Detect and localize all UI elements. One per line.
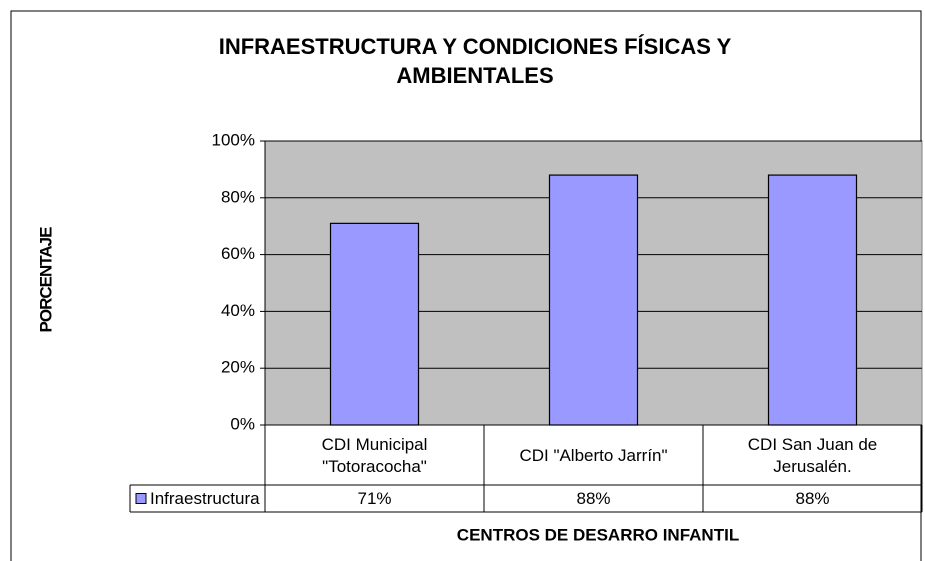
x-tick-label: CDI San Juan de Jerusalén.	[747, 435, 878, 476]
data-table-value: 71%	[357, 489, 391, 508]
x-axis-title: CENTROS DE DESARRO INFANTIL	[457, 525, 739, 544]
y-tick-label: 100%	[212, 130, 255, 149]
data-table-value: 88%	[795, 489, 829, 508]
x-tick-label: CDI "Alberto Jarrín"	[519, 446, 668, 465]
y-tick-label: 0%	[230, 414, 255, 433]
y-tick-label: 40%	[221, 301, 255, 320]
y-tick-label: 20%	[221, 358, 255, 377]
bar	[767, 174, 858, 426]
bar	[329, 222, 420, 426]
y-tick-label: 60%	[221, 244, 255, 263]
bar	[548, 174, 639, 426]
y-axis-title: PORCENTAJE	[36, 227, 55, 333]
chart-title: INFRAESTRUCTURA Y CONDICIONES FÍSICAS Y …	[218, 34, 732, 88]
y-tick-label: 80%	[221, 187, 255, 206]
legend-label: Infraestructura	[150, 489, 260, 508]
x-tick-label: CDI Municipal "Totoracocha"	[321, 435, 428, 476]
legend-swatch	[135, 493, 147, 504]
data-table-value: 88%	[576, 489, 610, 508]
